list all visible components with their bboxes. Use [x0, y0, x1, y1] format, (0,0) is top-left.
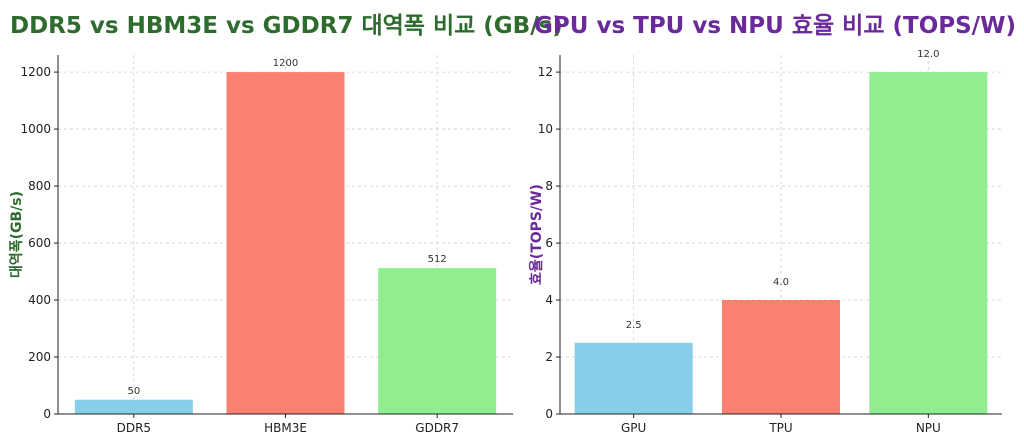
bandwidth-xtick-label: HBM3E	[264, 421, 307, 435]
bandwidth-bar-chart: 0 200 400 600 800 1000 1200 50 DDR5 1200 HBM3E 512 G…	[8, 55, 513, 435]
bandwidth-value-label: 50	[127, 386, 140, 397]
efficiency-xtick-label: GPU	[621, 421, 646, 435]
efficiency-ytick-label: 0	[545, 407, 553, 421]
efficiency-bar-gpu	[574, 342, 693, 414]
bandwidth-ytick-label: 200	[28, 350, 51, 364]
efficiency-value-label: 12.0	[917, 49, 939, 60]
efficiency-ytick-label: 12	[538, 65, 553, 79]
efficiency-bar-tpu	[722, 300, 840, 414]
efficiency-bar-chart: 0 2 4 6 8 10 12 2.5 GPU 4.0 TPU 12.0 NPU 효율(TOPS/W)	[528, 49, 1002, 435]
efficiency-xtick-label: NPU	[916, 421, 941, 435]
bandwidth-value-label: 512	[428, 254, 447, 265]
efficiency-ytick-label: 4	[545, 293, 553, 307]
efficiency-value-label: 2.5	[626, 320, 642, 331]
efficiency-xtick-label: TPU	[768, 421, 792, 435]
bandwidth-bar-hbm3e	[226, 72, 345, 414]
bandwidth-value-label: 1200	[273, 58, 298, 69]
bandwidth-ytick-label: 1200	[20, 65, 51, 79]
bandwidth-ytick-label: 1000	[20, 122, 51, 136]
efficiency-ytick-label: 2	[545, 350, 553, 364]
bandwidth-ytick-label: 400	[28, 293, 51, 307]
bandwidth-bar-ddr5	[74, 399, 193, 414]
bandwidth-ytick-label: 800	[28, 179, 51, 193]
bandwidth-xtick-label: DDR5	[117, 421, 151, 435]
bandwidth-ytick-label: 600	[28, 236, 51, 250]
efficiency-value-label: 4.0	[773, 277, 789, 288]
bandwidth-xtick-label: GDDR7	[415, 421, 459, 435]
efficiency-ytick-label: 8	[545, 179, 553, 193]
efficiency-y-axis-title: 효율(TOPS/W)	[528, 184, 545, 285]
bandwidth-ytick-label: 0	[43, 407, 51, 421]
bandwidth-chart-title: DDR5 vs HBM3E vs GDDR7 대역폭 비교 (GB/s)	[10, 13, 563, 39]
efficiency-bar-npu	[869, 72, 988, 414]
bandwidth-bar-gddr7	[378, 268, 497, 414]
bandwidth-y-axis-title: 대역폭(GB/s)	[8, 191, 25, 278]
efficiency-ytick-label: 10	[538, 122, 553, 136]
efficiency-chart-title: GPU vs TPU vs NPU 효율 비교 (TOPS/W)	[534, 13, 1016, 39]
efficiency-ytick-label: 6	[545, 236, 553, 250]
